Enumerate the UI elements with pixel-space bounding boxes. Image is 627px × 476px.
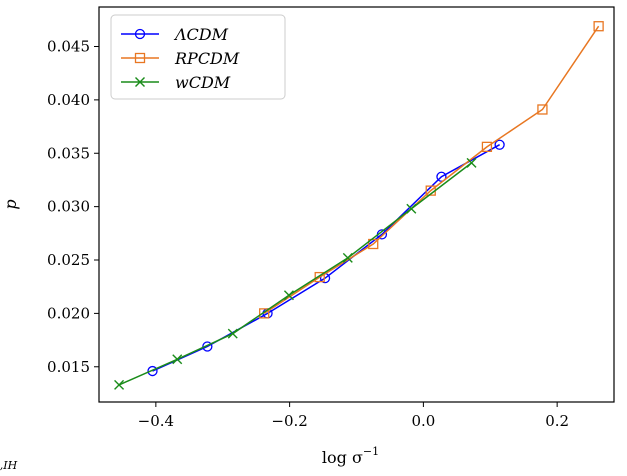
data-point [202,341,213,352]
legend-label: wCDM [175,73,231,92]
series-1 [259,21,604,319]
series-line [263,25,600,315]
data-point [481,141,493,153]
data-point [368,238,379,250]
x-axis-label-superscript: −1 [363,445,379,458]
x-tick-label: 0.0 [411,412,435,430]
series-layer [114,21,604,390]
data-point [314,271,325,283]
series-line [118,162,472,386]
y-tick-label: 0.030 [47,198,90,216]
legend-marker [135,77,145,87]
legend-frame [110,14,286,100]
data-point [227,328,238,339]
y-tick-label: 0.025 [47,251,90,269]
data-point [406,203,417,214]
legend-item: ΛCDM [121,25,229,44]
plot-frame [98,6,615,403]
data-point [114,379,125,390]
data-point [593,21,604,32]
data-point [436,171,447,182]
data-point [147,365,158,377]
x-tick-label: −0.2 [271,412,307,430]
x-axis-label-main: log σ [322,448,363,467]
series-line [152,144,500,372]
series-2 [114,157,477,390]
legend-label: ΛCDM [173,25,229,44]
x-axis-label-subscript: NL,IH [0,459,18,472]
x-tick-label: −0.4 [138,412,174,430]
data-point [283,290,294,301]
y-axis-label: p [1,199,20,209]
y-tick-label: 0.015 [47,358,90,376]
y-tick-label: 0.020 [47,304,90,322]
data-point [259,308,270,319]
legend-item: RPCDM [121,49,240,68]
legend-marker [134,28,146,40]
y-tick-label: 0.035 [47,144,90,162]
data-point [172,354,183,365]
data-point [342,252,353,263]
y-tick-label: 0.045 [47,38,90,56]
x-axis-label: log σ−1 NL,IH [0,445,379,472]
legend-item: wCDM [121,73,231,92]
legend: ΛCDM RPCDM wCDM [110,14,286,100]
legend-label: RPCDM [174,49,240,68]
data-point [494,139,505,150]
data-point [537,104,548,115]
x-tick-label: 0.2 [545,412,569,430]
ticks-layer: −0.4 −0.2 0.0 0.2 0.015 0.020 0.025 0.030 0.035 0… [47,38,569,431]
legend-marker [134,52,146,64]
data-point [466,157,477,168]
y-tick-label: 0.040 [47,91,90,109]
